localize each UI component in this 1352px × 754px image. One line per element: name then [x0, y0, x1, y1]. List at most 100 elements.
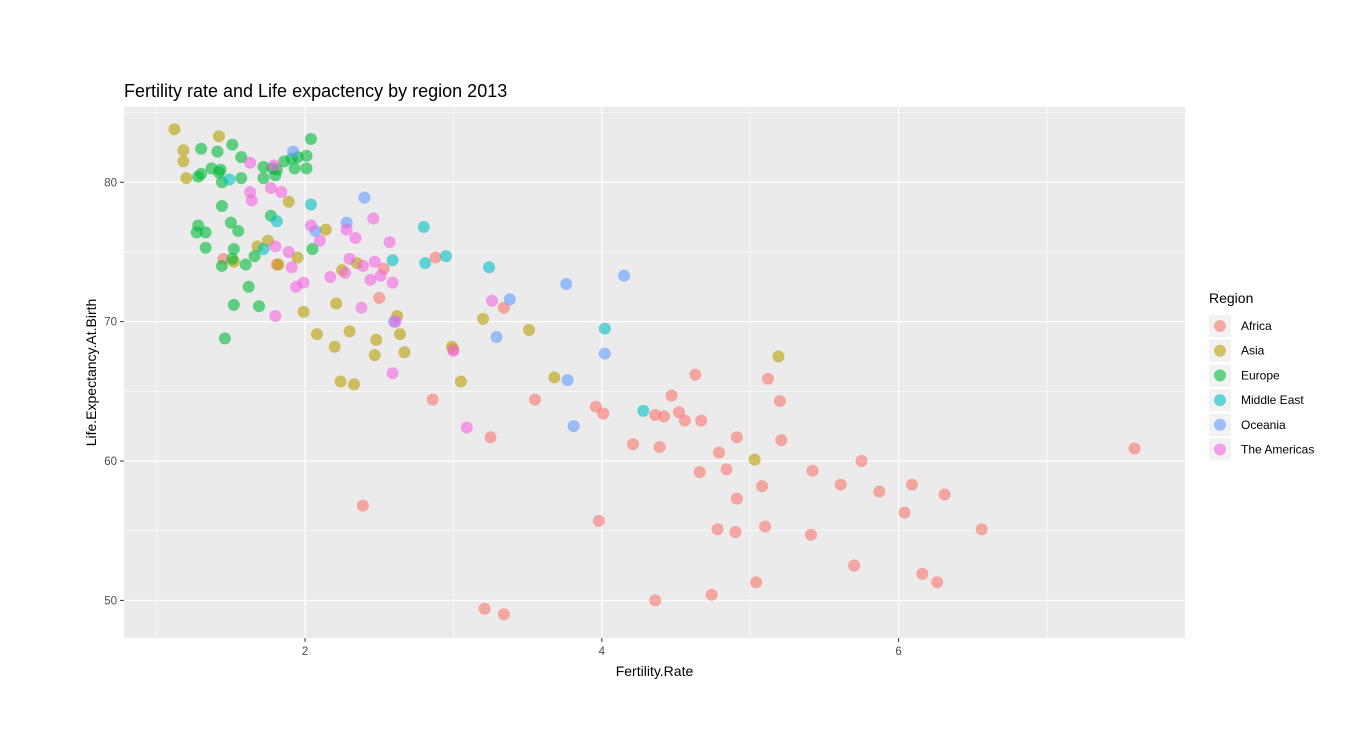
point-europe	[288, 162, 301, 175]
legend-label-europe: Europe	[1241, 368, 1280, 382]
point-africa	[898, 506, 911, 519]
point-oceania	[561, 374, 574, 387]
point-the-americas	[313, 234, 326, 247]
point-africa	[497, 301, 510, 314]
x-tick-label: 2	[302, 646, 308, 658]
point-africa	[713, 446, 726, 459]
y-axis-ticks: 50 60 70 80	[104, 177, 124, 607]
point-the-americas	[340, 223, 353, 236]
x-tick-label: 6	[895, 646, 901, 658]
point-asia	[328, 340, 341, 353]
point-the-americas	[244, 156, 257, 169]
y-tick-label: 70	[104, 317, 117, 329]
point-asia	[748, 453, 761, 466]
point-middle-east	[386, 254, 399, 267]
point-asia	[523, 323, 536, 336]
point-middle-east	[598, 322, 611, 335]
x-axis-ticks: 2 4 6	[302, 638, 902, 658]
point-europe	[306, 243, 319, 256]
point-the-americas	[368, 255, 381, 268]
point-africa	[775, 434, 788, 447]
point-africa	[592, 514, 605, 527]
point-asia	[370, 333, 383, 346]
point-europe	[248, 250, 261, 263]
point-europe	[199, 226, 212, 239]
point-the-americas	[245, 194, 258, 207]
point-asia	[177, 144, 190, 157]
point-asia	[319, 223, 332, 236]
point-asia	[282, 195, 295, 208]
point-africa	[905, 478, 918, 491]
point-africa	[1128, 442, 1141, 455]
point-the-americas	[324, 271, 337, 284]
point-africa	[356, 499, 369, 512]
point-the-americas	[356, 259, 369, 272]
legend-label-middle-east: Middle East	[1241, 393, 1304, 407]
point-the-americas	[269, 240, 282, 253]
legend-item-europe: Europe	[1209, 364, 1280, 387]
point-africa	[665, 389, 678, 402]
y-tick-label: 80	[104, 177, 117, 189]
legend-key-europe	[1214, 369, 1226, 382]
point-oceania	[567, 420, 580, 433]
point-europe	[232, 225, 245, 238]
point-africa	[429, 251, 442, 264]
point-middle-east	[440, 250, 453, 263]
legend-key-oceania	[1214, 418, 1226, 431]
plot-panel	[124, 107, 1185, 638]
point-africa	[848, 559, 861, 572]
point-europe	[226, 252, 239, 265]
point-the-americas	[460, 421, 473, 434]
point-the-americas	[386, 276, 399, 289]
point-asia	[394, 328, 407, 341]
point-the-americas	[367, 212, 380, 225]
point-asia	[454, 375, 467, 388]
x-axis-title: Fertility.Rate	[616, 663, 694, 679]
point-middle-east	[483, 261, 496, 274]
point-africa	[756, 480, 769, 493]
point-africa	[653, 441, 666, 454]
point-asia	[272, 258, 285, 271]
point-africa	[916, 567, 929, 580]
legend-key-middle-east	[1214, 394, 1226, 407]
point-africa	[834, 478, 847, 491]
point-africa	[750, 576, 763, 589]
point-europe	[239, 258, 252, 271]
point-africa	[649, 594, 662, 607]
point-the-americas	[364, 273, 377, 286]
point-africa	[597, 407, 610, 420]
point-the-americas	[285, 261, 298, 274]
y-tick-label: 60	[104, 456, 117, 468]
point-africa	[672, 406, 685, 419]
point-africa	[762, 372, 775, 385]
legend-title: Region	[1209, 290, 1253, 306]
point-asia	[168, 123, 181, 136]
point-europe	[195, 167, 208, 180]
legend-item-oceania: Oceania	[1209, 413, 1286, 436]
point-oceania	[598, 347, 611, 360]
point-the-americas	[343, 252, 356, 265]
legend: Region Africa Asia Europe Middle East Oceani…	[1209, 290, 1314, 461]
point-asia	[343, 325, 356, 338]
point-africa	[873, 485, 886, 498]
point-middle-east	[304, 198, 317, 211]
point-middle-east	[270, 215, 283, 228]
point-middle-east	[223, 173, 236, 186]
point-africa	[720, 463, 733, 476]
point-asia	[180, 172, 193, 185]
point-europe	[235, 151, 248, 164]
point-africa	[805, 528, 818, 541]
point-europe	[227, 298, 240, 311]
point-the-americas	[386, 367, 399, 380]
point-europe	[304, 133, 317, 146]
point-the-americas	[275, 186, 288, 199]
point-oceania	[560, 278, 573, 290]
point-europe	[242, 280, 255, 293]
point-asia	[548, 371, 561, 384]
legend-item-asia: Asia	[1209, 339, 1265, 362]
point-asia	[368, 349, 381, 362]
point-asia	[348, 378, 361, 391]
point-asia	[334, 375, 347, 388]
point-africa	[711, 523, 724, 536]
